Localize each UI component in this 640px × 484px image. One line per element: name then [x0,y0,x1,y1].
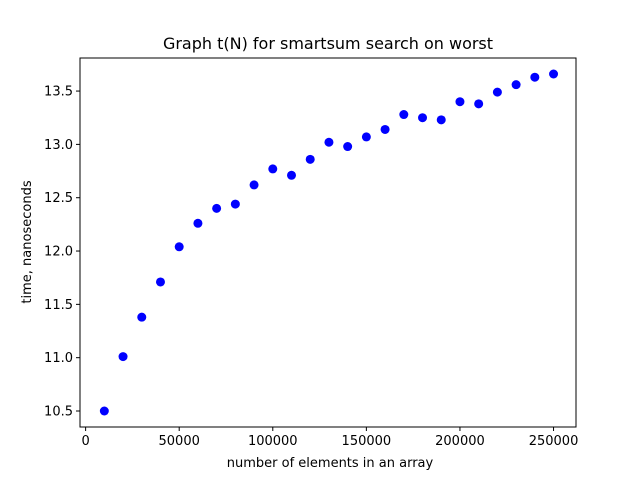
plot-area [80,58,576,427]
data-point [212,203,222,213]
data-point [361,132,371,142]
x-tick-label: 150000 [342,434,392,449]
data-point [455,97,465,107]
data-points [99,69,559,416]
data-point [492,87,502,97]
data-point [155,277,165,287]
plot-frame [79,57,577,428]
y-axis-ticks: 10.5 11.0 11.5 12.0 12.5 13.0 13.5 [44,85,80,420]
x-axis-ticks: 0 50000 100000 150000 200000 250000 [81,427,578,449]
x-tick-label: 50000 [159,434,200,449]
x-tick-label: 0 [81,434,89,449]
x-axis-label: number of elements in an array [227,456,434,471]
data-point [268,164,278,174]
data-point [399,110,409,120]
data-point [118,352,128,362]
data-point [99,406,109,416]
data-point [530,72,540,82]
x-tick-label: 100000 [248,434,298,449]
data-point [305,154,315,164]
y-tick-label: 11.5 [44,298,73,313]
y-tick-label: 12.5 [44,191,73,206]
data-point [137,312,147,322]
data-point [549,69,559,79]
data-point [343,142,353,152]
data-point [193,218,203,228]
data-point [249,180,259,190]
x-tick-label: 250000 [529,434,579,449]
y-tick-label: 12.0 [44,245,73,260]
data-point [287,170,297,180]
data-point [436,115,446,125]
y-tick-label: 11.0 [44,351,73,366]
y-tick-label: 13.0 [44,138,73,153]
data-point [418,113,428,123]
y-tick-label: 13.5 [44,85,73,100]
data-point [230,199,240,209]
x-tick-label: 200000 [435,434,485,449]
data-point [511,80,521,90]
y-axis-label: time, nanoseconds [20,180,35,303]
data-point [380,124,390,134]
chart-title: Graph t(N) for smartsum search on worst [163,34,493,53]
data-point [324,137,334,147]
y-tick-label: 10.5 [44,405,73,420]
data-point [474,99,484,109]
data-point [174,242,184,252]
